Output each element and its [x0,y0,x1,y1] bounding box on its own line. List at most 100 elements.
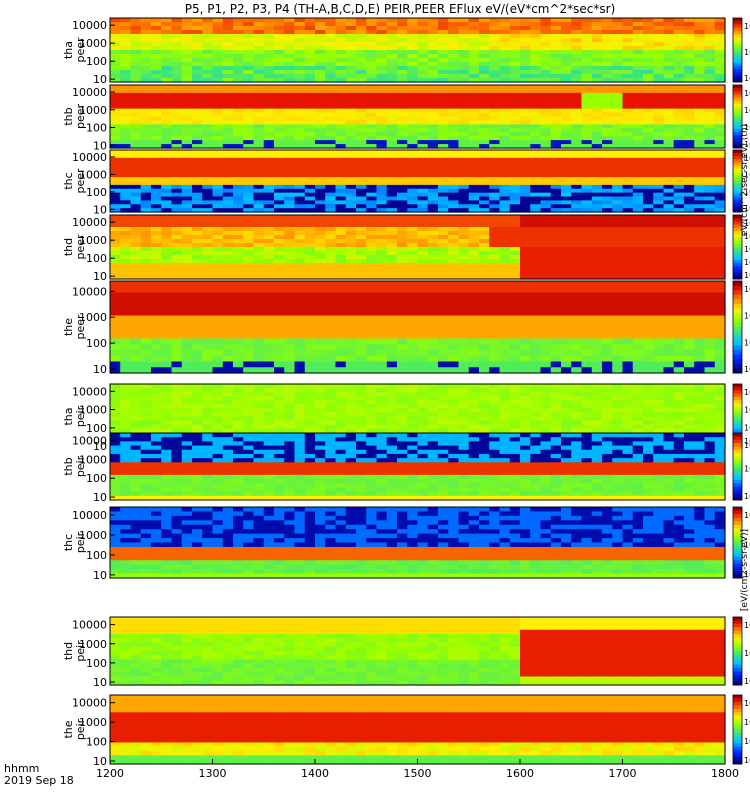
spectrogram-cell [192,92,203,98]
spectrogram-cell [632,169,644,174]
spectrogram-cell [643,309,654,317]
spectrogram-cell [171,355,183,363]
spectrogram-cell [694,30,706,35]
spectrogram-cell [489,309,501,317]
spectrogram-cell [233,66,244,71]
spectrogram-cell [212,361,224,368]
spectrogram-cell [386,355,398,363]
spectrogram-cell [458,78,470,83]
spectrogram-cell [612,34,624,39]
spectrogram-cell [571,70,583,75]
spectrogram-cell [304,321,316,328]
spectrogram-cell [294,116,306,122]
colorbar-swatch [733,53,742,57]
spectrogram-cell [222,271,234,276]
spectrogram-cell [663,150,675,155]
spectrogram-cell [530,361,542,368]
spectrogram-cell [274,263,285,268]
spectrogram-cell [643,177,654,182]
spectrogram-cell [171,304,183,311]
spectrogram-cell [571,66,583,71]
spectrogram-cell [612,58,624,63]
spectrogram-cell [417,144,429,149]
spectrogram-cell [325,88,337,94]
spectrogram-cell [130,177,142,182]
spectrogram-cell [202,219,214,224]
spectrogram-cell [530,315,542,322]
panel-ylabel-probe: the [62,318,75,336]
spectrogram-cell [140,263,152,268]
spectrogram-cell [448,247,460,252]
spectrogram-cell [140,157,152,163]
spectrogram-cell [356,263,367,268]
spectrogram-cell [663,332,675,340]
spectrogram-cell [151,332,162,340]
spectrogram-cell [499,62,511,67]
spectrogram-cell [243,100,255,106]
spectrogram-cell [274,367,285,374]
spectrogram-cell [561,96,572,102]
spectrogram-cell [233,219,244,224]
spectrogram-cell [653,177,665,182]
spectrogram-cell [612,116,624,122]
spectrogram-cell [612,208,624,213]
spectrogram-cell [479,247,490,252]
spectrogram-cell [468,165,480,170]
spectrogram-cell [356,66,367,71]
spectrogram-cell [171,116,183,122]
spectrogram-cell [376,116,388,122]
spectrogram-cell [304,231,316,236]
spectrogram-cell [315,255,326,260]
spectrogram-cell [673,263,685,268]
spectrogram-cell [315,173,326,178]
spectrogram-cell [714,177,726,182]
spectrogram-cell [458,243,470,248]
spectrogram-cell [622,292,634,299]
spectrogram-cell [284,251,296,256]
spectrogram-cell [653,169,665,174]
spectrogram-cell [704,321,716,328]
spectrogram-cell [151,304,162,311]
spectrogram-cell [643,169,654,174]
spectrogram-cell [161,215,173,220]
spectrogram-cell [427,227,439,232]
spectrogram-cell [427,30,439,35]
spectrogram-cell [714,85,726,90]
spectrogram-cell [714,26,726,31]
spectrogram-cell [181,200,193,205]
spectrogram-cell [663,108,675,114]
spectrogram-cell [397,286,408,294]
spectrogram-cell [161,92,173,98]
spectrogram-cell [171,292,183,299]
spectrogram-cell [714,42,726,47]
spectrogram-cell [448,177,460,182]
spectrogram-cell [622,215,634,220]
spectrogram-cell [130,150,142,155]
spectrogram-cell [407,181,419,186]
spectrogram-cell [612,177,624,182]
spectrogram-cell [489,181,501,186]
spectrogram-cell [571,367,583,374]
spectrogram-cell [161,177,173,182]
spectrogram-cell [325,62,337,67]
spectrogram-cell [520,66,531,71]
spectrogram-cell [458,18,470,23]
spectrogram-cell [571,100,583,106]
spectrogram-cell [704,58,716,63]
spectrogram-cell [591,177,603,182]
spectrogram-cell [704,327,716,334]
spectrogram-cell [140,42,152,47]
spectrogram-cell [663,298,675,305]
spectrogram-cell [345,332,357,340]
spectrogram-cell [427,332,439,340]
spectrogram-cell [458,208,470,213]
spectrogram-cell [151,243,162,248]
spectrogram-cell [212,22,224,27]
spectrogram-cell [335,54,347,59]
spectrogram-cell [397,235,408,240]
spectrogram-cell [520,184,531,190]
spectrogram-cell [427,259,439,264]
spectrogram-cell [550,136,562,141]
spectrogram-cell [335,255,347,260]
